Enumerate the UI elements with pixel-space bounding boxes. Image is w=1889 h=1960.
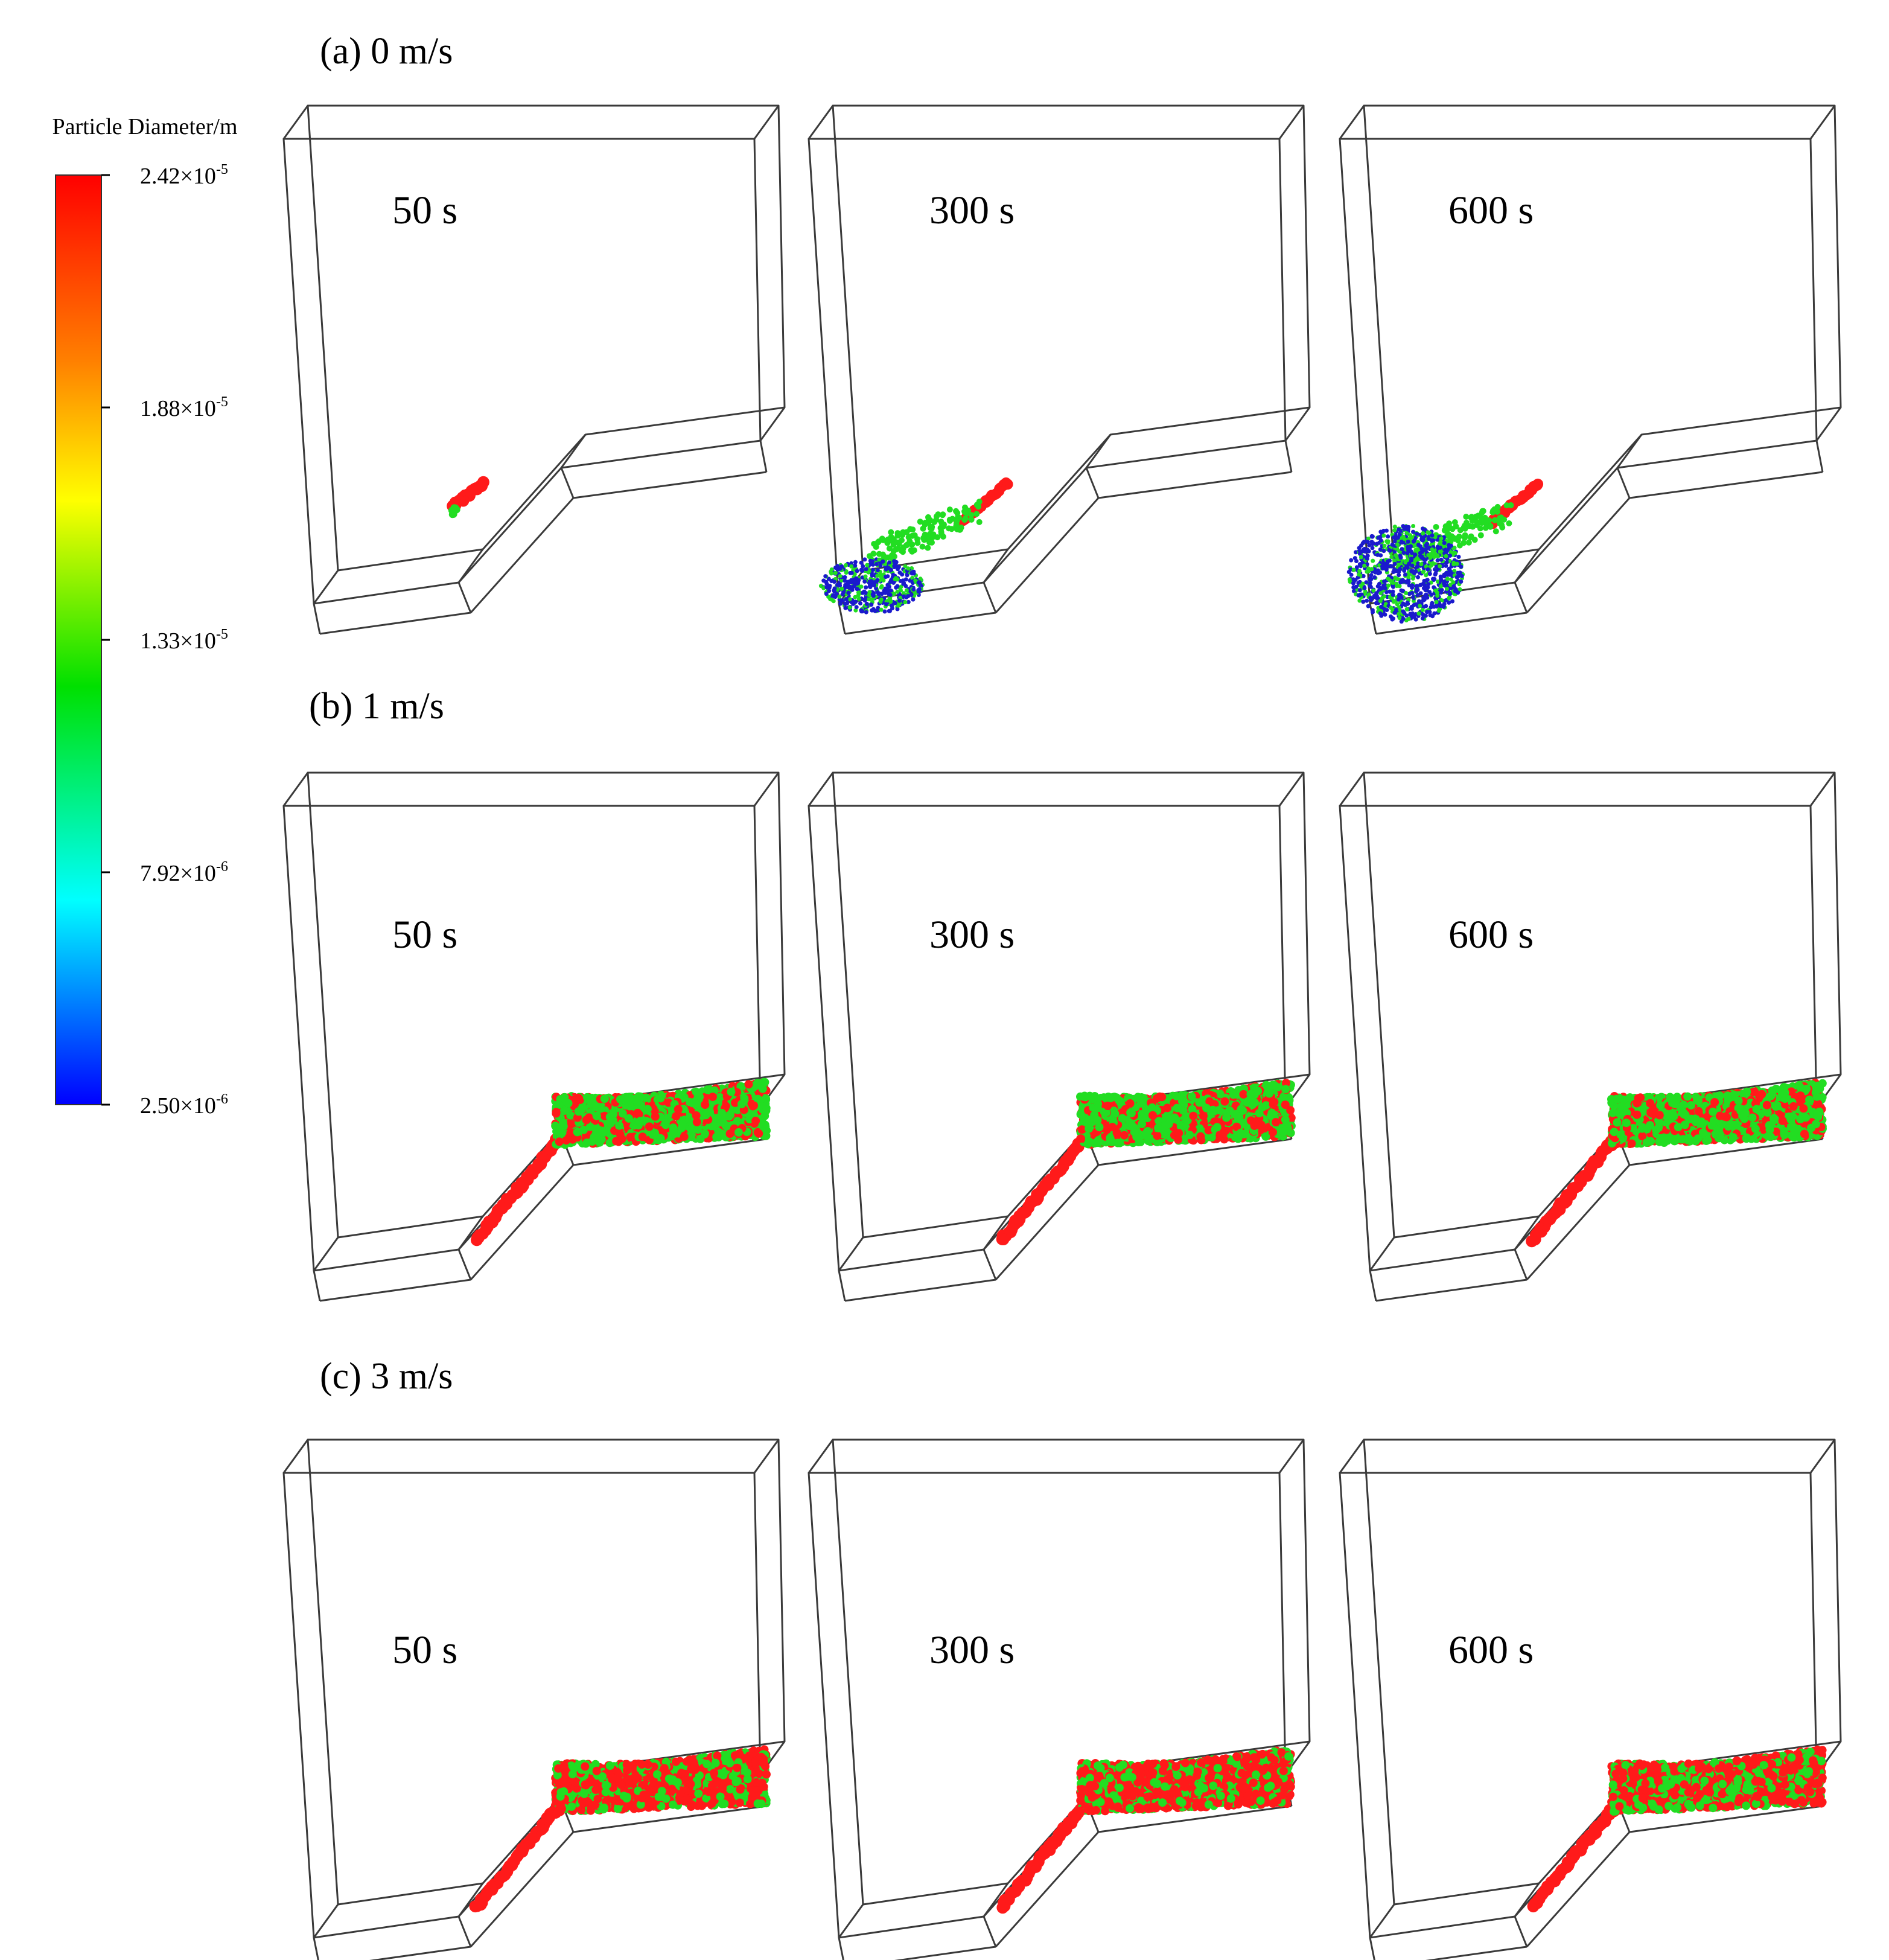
simulation-panel: 300 s (808, 104, 1311, 635)
particle-cloud (447, 476, 489, 519)
time-label: 600 s (1448, 1628, 1534, 1672)
time-label: 50 s (392, 1628, 457, 1672)
time-label: 600 s (1448, 913, 1534, 957)
time-label: 600 s (1448, 188, 1534, 232)
color-legend: Particle Diameter/m 2.42×10-5 1.88×10-5 1.… (52, 114, 237, 1119)
simulation-panel: 300 s (808, 771, 1311, 1302)
time-label: 50 s (392, 913, 457, 957)
particle-cloud (996, 1079, 1296, 1245)
panel-row: (b) 1 m/s 50 s 300 s 600 s (282, 686, 1842, 1302)
particle-cloud (818, 477, 1013, 614)
panel-grid: (a) 0 m/s 50 s 300 s 600 s (b) 1 m/s 50 s 300 … (282, 31, 1842, 1960)
row-label: (a) 0 m/s (320, 31, 453, 72)
particle-cloud (996, 1746, 1295, 1914)
particle-cloud (469, 1745, 771, 1913)
particle-cloud (1346, 478, 1544, 624)
colorbar (55, 174, 102, 1105)
time-label: 300 s (929, 913, 1015, 957)
simulation-panel: 50 s (282, 771, 786, 1302)
time-label: 300 s (929, 1628, 1015, 1672)
legend-tick-label: 1.88×10-5 (140, 394, 228, 421)
simulation-panel: 300 s (808, 1438, 1311, 1960)
legend-ticks: 2.42×10-5 1.88×10-5 1.33×10-5 7.92×10-6 2.50… (101, 162, 228, 1119)
row-label: (b) 1 m/s (309, 686, 444, 727)
particle-cloud (1526, 1078, 1827, 1248)
time-label: 300 s (929, 188, 1015, 232)
simulation-panel: 600 s (1339, 104, 1842, 635)
legend-tick-label: 7.92×10-6 (140, 859, 228, 886)
particle-cloud (1527, 1745, 1827, 1913)
legend-tick-label: 1.33×10-5 (140, 627, 228, 654)
simulation-panel: 50 s (282, 104, 786, 635)
panel-row: (c) 3 m/s 50 s 300 s 600 s (282, 1356, 1842, 1960)
panel-row: (a) 0 m/s 50 s 300 s 600 s (282, 31, 1842, 635)
row-label: (c) 3 m/s (320, 1356, 453, 1397)
legend-title: Particle Diameter/m (52, 114, 237, 139)
simulation-panel: 600 s (1339, 1438, 1842, 1960)
particle-cloud (471, 1077, 771, 1247)
legend-tick-label: 2.50×10-6 (140, 1091, 228, 1119)
simulation-panel: 50 s (282, 1438, 786, 1960)
simulation-panel: 600 s (1339, 771, 1842, 1302)
legend-tick-label: 2.42×10-5 (140, 162, 228, 189)
time-label: 50 s (392, 188, 457, 232)
